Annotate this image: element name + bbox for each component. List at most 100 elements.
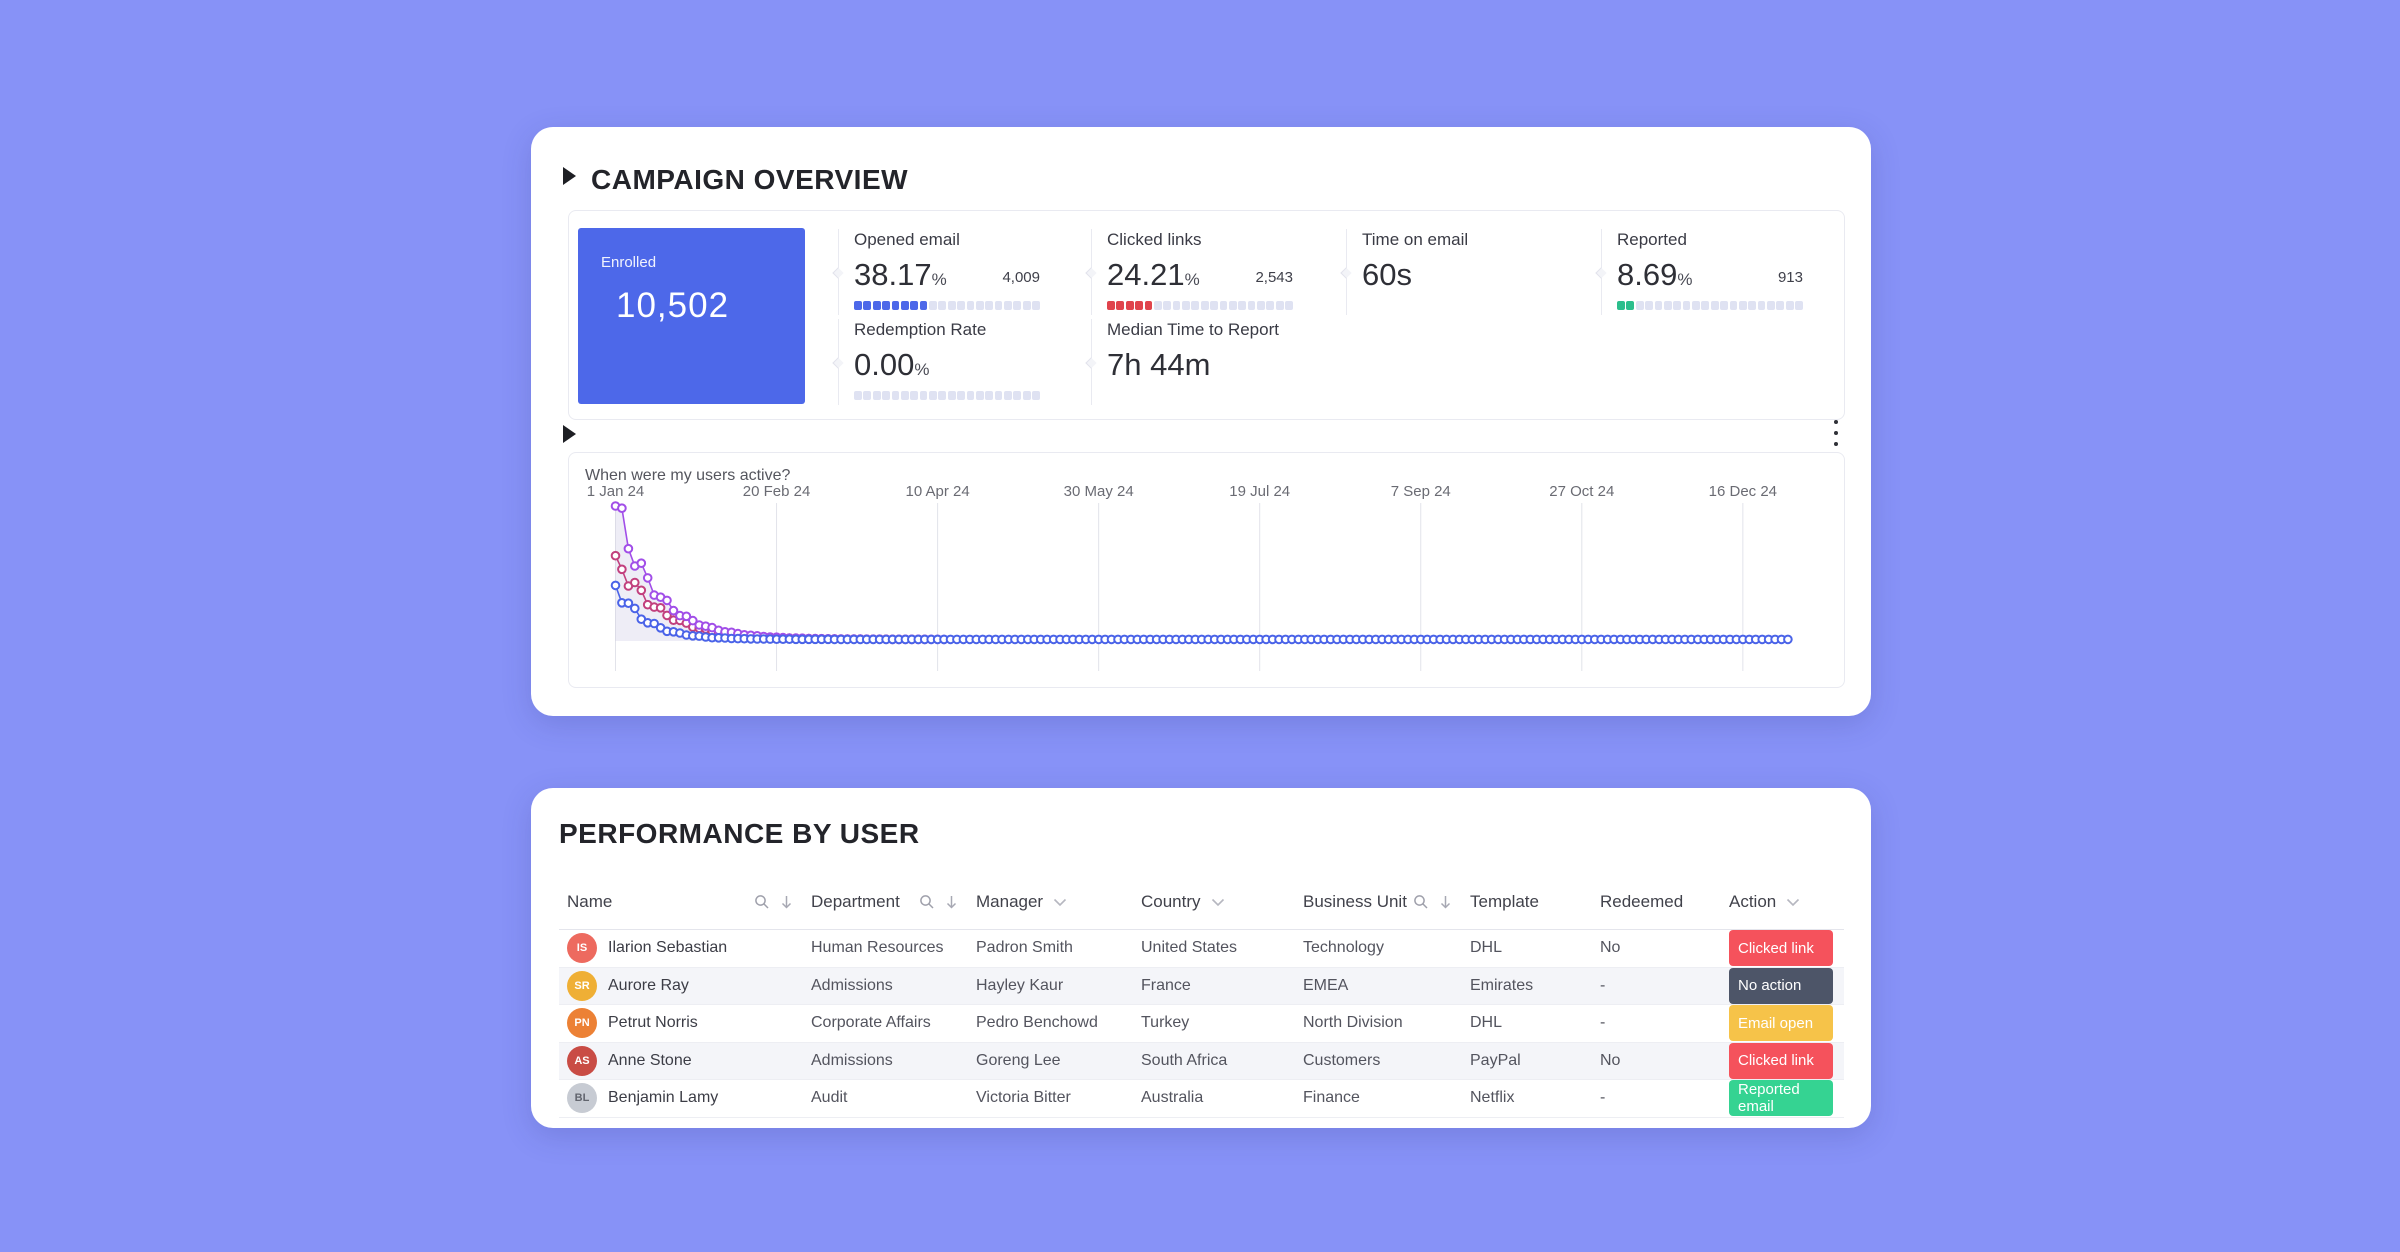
- avatar: PN: [567, 1008, 597, 1039]
- avatar: BL: [567, 1083, 597, 1114]
- enrolled-label: Enrolled: [601, 254, 657, 271]
- country-cell: Australia: [1141, 1089, 1204, 1107]
- column-header-action: Action: [1729, 875, 1844, 929]
- campaign-overview-card: CAMPAIGN OVERVIEW Enrolled 10,502 Opened…: [531, 127, 1871, 716]
- stat-value: 60s: [1362, 257, 1412, 292]
- table-row[interactable]: AS Anne Stone Admissions Goreng Lee South Af…: [559, 1042, 1844, 1080]
- chart-section-collapse-triangle-icon[interactable]: [563, 425, 576, 443]
- avatar: SR: [567, 970, 597, 1001]
- stat-progress-bar: [854, 391, 1040, 400]
- stat-value: 0.00%: [854, 347, 930, 382]
- column-header-business-unit: Business Unit: [1303, 875, 1470, 929]
- user-name-cell: BL Benjamin Lamy: [559, 1083, 811, 1114]
- activity-chart[interactable]: 1 Jan 24 20 Feb 24 10 Apr 24 30 May 24 19 Ju…: [569, 453, 1845, 688]
- action-cell: Reported email: [1729, 1080, 1844, 1117]
- department-cell: Human Resources: [811, 939, 944, 957]
- template-cell: DHL: [1470, 1014, 1503, 1032]
- user-name: Anne Stone: [608, 1051, 692, 1069]
- manager-cell: Padron Smith: [976, 939, 1073, 957]
- svg-text:30 May 24: 30 May 24: [1064, 483, 1134, 500]
- column-header-template: Template: [1470, 875, 1600, 929]
- business-unit-cell: Technology: [1303, 939, 1384, 957]
- enrolled-tile: Enrolled 10,502: [578, 228, 805, 404]
- collapse-triangle-icon[interactable]: [563, 167, 576, 185]
- stat-median-time-to-report: Median Time to Report 7h 44m: [1085, 319, 1341, 405]
- table-row[interactable]: SR Aurore Ray Admissions Hayley Kaur France E…: [559, 967, 1844, 1005]
- user-name: Petrut Norris: [608, 1014, 698, 1032]
- action-cell: Email open: [1729, 1005, 1844, 1042]
- stat-progress-bar: [1107, 301, 1293, 310]
- action-cell: Clicked link: [1729, 930, 1844, 967]
- redeemed-cell: -: [1600, 1089, 1606, 1107]
- activity-chart-title: When were my users active?: [585, 467, 791, 484]
- user-name: Aurore Ray: [608, 976, 689, 994]
- user-name-cell: AS Anne Stone: [559, 1045, 811, 1076]
- action-badge: Email open: [1729, 1005, 1833, 1042]
- stat-reported: Reported 8.69% 913: [1595, 229, 1844, 315]
- stat-time-on-email: Time on email 60s: [1340, 229, 1596, 315]
- business-unit-cell: EMEA: [1303, 976, 1349, 994]
- business-unit-cell: Customers: [1303, 1051, 1381, 1069]
- stat-pointer-icon: [832, 267, 844, 279]
- stat-progress-bar: [854, 301, 1040, 310]
- svg-text:16 Dec 24: 16 Dec 24: [1709, 483, 1777, 500]
- action-cell: Clicked link: [1729, 1042, 1844, 1079]
- chevron-down-icon[interactable]: [1211, 898, 1225, 907]
- department-cell: Audit: [811, 1089, 848, 1107]
- search-icon[interactable]: [919, 894, 935, 910]
- sort-down-icon[interactable]: [1439, 895, 1452, 910]
- performance-by-user-title: PERFORMANCE BY USER: [559, 818, 920, 849]
- table-row[interactable]: IS Ilarion Sebastian Human Resources Padron…: [559, 930, 1844, 968]
- manager-cell: Hayley Kaur: [976, 976, 1064, 994]
- performance-by-user-card: PERFORMANCE BY USER Name Department Manage…: [531, 788, 1871, 1128]
- stat-progress-bar: [1617, 301, 1803, 310]
- sort-down-icon[interactable]: [945, 895, 958, 910]
- table-row[interactable]: PN Petrut Norris Corporate Affairs Pedro Be…: [559, 1005, 1844, 1043]
- redeemed-cell: -: [1600, 1014, 1606, 1032]
- column-header-country: Country: [1141, 875, 1303, 929]
- department-cell: Admissions: [811, 976, 893, 994]
- svg-text:7 Sep 24: 7 Sep 24: [1391, 483, 1451, 500]
- template-cell: Netflix: [1470, 1089, 1515, 1107]
- chevron-down-icon[interactable]: [1053, 898, 1067, 907]
- column-header-redeemed: Redeemed: [1600, 875, 1729, 929]
- svg-text:10 Apr 24: 10 Apr 24: [905, 483, 969, 500]
- svg-text:20 Feb 24: 20 Feb 24: [743, 483, 811, 500]
- table-body: IS Ilarion Sebastian Human Resources Padron…: [559, 930, 1844, 1118]
- redeemed-cell: No: [1600, 1051, 1621, 1069]
- action-badge: Clicked link: [1729, 930, 1833, 967]
- column-label: Business Unit: [1303, 892, 1407, 911]
- svg-text:27 Oct 24: 27 Oct 24: [1549, 483, 1614, 500]
- manager-cell: Victoria Bitter: [976, 1089, 1071, 1107]
- column-label: Redeemed: [1600, 892, 1684, 911]
- user-name-cell: SR Aurore Ray: [559, 970, 811, 1001]
- stat-label: Clicked links: [1107, 230, 1202, 249]
- stat-value: 38.17%: [854, 257, 947, 292]
- business-unit-cell: Finance: [1303, 1089, 1360, 1107]
- sort-down-icon[interactable]: [780, 895, 793, 910]
- country-cell: United States: [1141, 939, 1238, 957]
- business-unit-cell: North Division: [1303, 1014, 1403, 1032]
- table-header-row: Name Department Manager Country Business Uni…: [559, 875, 1844, 930]
- department-cell: Corporate Affairs: [811, 1014, 931, 1032]
- department-cell: Admissions: [811, 1051, 893, 1069]
- stat-label: Redemption Rate: [854, 320, 987, 339]
- redeemed-cell: No: [1600, 939, 1621, 957]
- stat-label: Median Time to Report: [1107, 320, 1279, 339]
- action-badge: No action: [1729, 967, 1833, 1004]
- kebab-menu-icon[interactable]: [1827, 420, 1845, 446]
- template-cell: PayPal: [1470, 1051, 1521, 1069]
- action-badge: Reported email: [1729, 1080, 1833, 1117]
- country-cell: South Africa: [1141, 1051, 1228, 1069]
- search-icon[interactable]: [754, 894, 770, 910]
- manager-cell: Goreng Lee: [976, 1051, 1061, 1069]
- stat-count: 913: [1777, 269, 1803, 286]
- stat-redemption-rate: Redemption Rate 0.00%: [832, 319, 1088, 405]
- chevron-down-icon[interactable]: [1786, 898, 1800, 907]
- activity-chart-panel: When were my users active? 1 Jan 24 20 Fe…: [568, 452, 1845, 688]
- table-row[interactable]: BL Benjamin Lamy Audit Victoria Bitter Austr…: [559, 1080, 1844, 1118]
- country-cell: France: [1141, 976, 1191, 994]
- redeemed-cell: -: [1600, 976, 1606, 994]
- search-icon[interactable]: [1413, 894, 1429, 910]
